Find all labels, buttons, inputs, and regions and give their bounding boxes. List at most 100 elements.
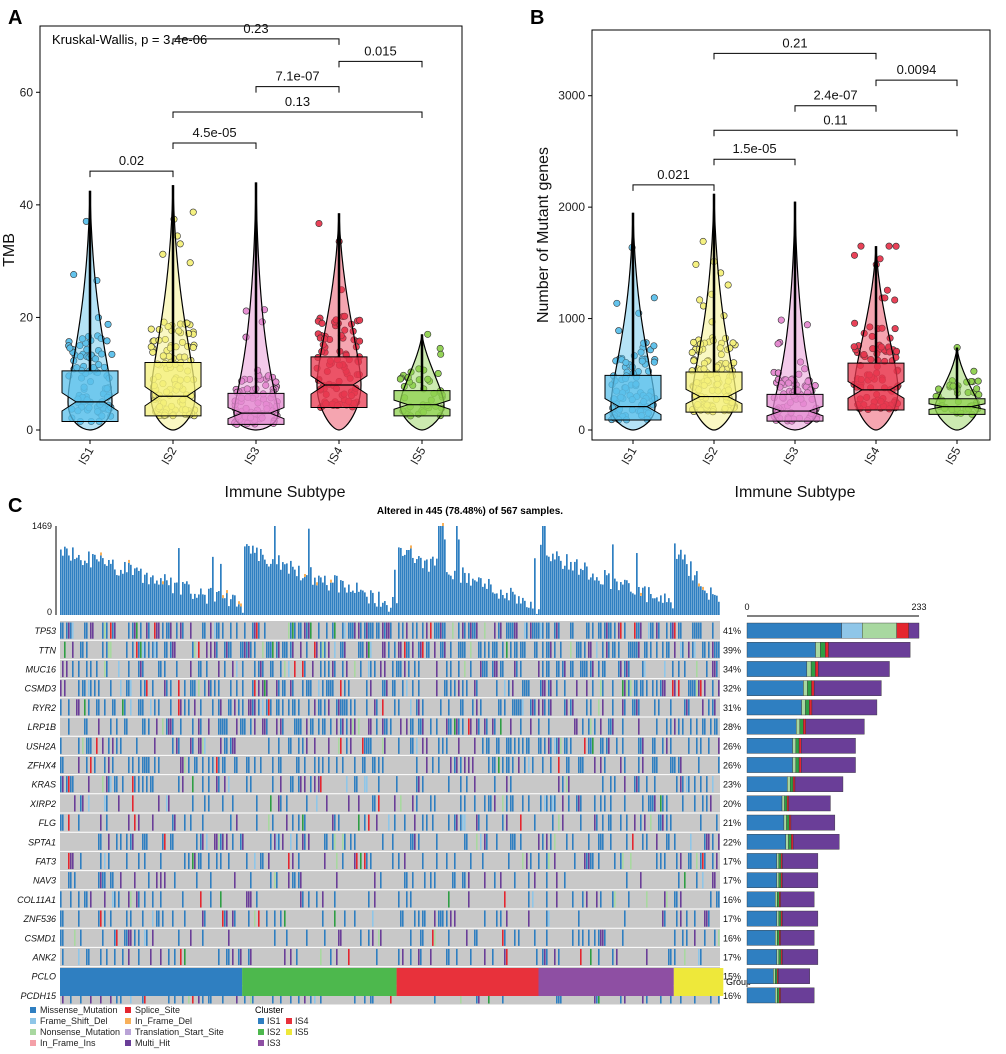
tmb-bar [236, 606, 238, 615]
mutation-cell [254, 910, 256, 927]
mutation-cell [670, 737, 672, 754]
tmb-bar [292, 566, 294, 615]
data-point [159, 250, 167, 258]
mutation-cell [106, 660, 108, 678]
mutation-cell [448, 718, 450, 735]
data-point [850, 343, 858, 351]
mutation-cell [426, 737, 428, 754]
mutation-cell [540, 680, 542, 697]
mutation-cell [254, 718, 256, 735]
tmb-bar [124, 561, 126, 615]
mutation-cell [636, 622, 638, 639]
comparison-bracket [632, 184, 715, 191]
mutation-cell [708, 833, 710, 850]
mutation-cell [458, 737, 460, 754]
mutation-cell [328, 756, 330, 774]
mutation-cell [446, 852, 448, 870]
mutation-cell [296, 718, 298, 735]
mutation-cell [682, 795, 684, 812]
mutation-cell [60, 622, 62, 639]
mutation-cell [484, 910, 486, 927]
tmb-bar [66, 548, 68, 615]
mutation-cell [572, 699, 574, 716]
tmb-bar [714, 594, 716, 615]
tmb-bar [176, 582, 178, 615]
mutation-cell [646, 948, 648, 966]
mutation-cell [528, 872, 530, 889]
mutation-cell [102, 929, 104, 946]
mutation-cell [468, 622, 470, 639]
frequency-bar-segment [780, 872, 783, 888]
tmb-bar [652, 598, 654, 615]
mutation-cell [546, 872, 548, 889]
box-IS5 [393, 390, 451, 417]
mutation-cell [716, 852, 718, 870]
mutation-cell [676, 852, 678, 870]
mutation-cell [326, 622, 328, 639]
mutation-cell [382, 718, 384, 735]
tmb-bar [76, 557, 78, 615]
mutation-cell [328, 737, 330, 754]
mutation-cell [62, 948, 64, 966]
tmb-bar [382, 602, 384, 615]
mutation-cell [492, 660, 494, 678]
mutation-cell [74, 929, 76, 946]
mutation-cell [622, 718, 624, 735]
gene-label-MUC16: MUC16 [25, 664, 56, 674]
mutation-cell [496, 833, 498, 850]
tmb-bar [450, 575, 452, 615]
data-point [66, 344, 74, 352]
mutation-cell [642, 756, 644, 774]
mutation-cell [556, 680, 558, 697]
mutation-cell [612, 718, 614, 735]
mutation-cell [422, 622, 424, 639]
mutation-cell [202, 833, 204, 850]
comparison-bracket [255, 86, 340, 93]
mutation-cell [504, 948, 506, 966]
mutation-cell [516, 660, 518, 678]
mutation-cell [128, 756, 130, 774]
mutation-cell [340, 929, 342, 946]
mutation-cell [414, 660, 416, 678]
tmb-bar [162, 584, 164, 615]
mutation-cell [258, 910, 260, 927]
mutation-cell [496, 660, 498, 678]
tmb-bar [166, 580, 168, 615]
mutation-cell [624, 756, 626, 774]
gene-label-NAV3: NAV3 [33, 876, 56, 886]
mutation-cell [168, 795, 170, 812]
mutation-cell [220, 737, 222, 754]
mutation-cell [666, 641, 668, 658]
mutation-cell [346, 776, 348, 793]
mutation-cell [78, 814, 80, 831]
mutation-cell [406, 891, 408, 908]
tmb-bar [446, 572, 448, 615]
mutation-cell [300, 776, 302, 793]
mutation-cell [182, 776, 184, 793]
tmb-bar [486, 588, 488, 615]
mutation-cell [132, 795, 134, 812]
frequency-bar-segment [782, 949, 819, 965]
data-point [970, 367, 978, 375]
mutation-cell [474, 776, 476, 793]
mutation-cell [434, 641, 436, 658]
mutation-cell [142, 660, 144, 678]
mutation-cell [254, 641, 256, 658]
mutation-cell [138, 776, 140, 793]
mutation-cell [548, 660, 550, 678]
mutation-cell [694, 641, 696, 658]
mutation-cell [144, 891, 146, 908]
mutation-cell [182, 756, 184, 774]
mutation-cell [182, 891, 184, 908]
mutation-cell [406, 718, 408, 735]
mutation-cell [208, 776, 210, 793]
mutation-cell [382, 622, 384, 639]
mutation-cell [710, 718, 712, 735]
mutation-cell [582, 718, 584, 735]
tmb-bar [314, 577, 316, 615]
mutation-cell [584, 737, 586, 754]
frequency-bar-segment [775, 968, 778, 984]
mutation-cell [150, 776, 152, 793]
mutation-cell [514, 699, 516, 716]
mutation-cell [554, 948, 556, 966]
